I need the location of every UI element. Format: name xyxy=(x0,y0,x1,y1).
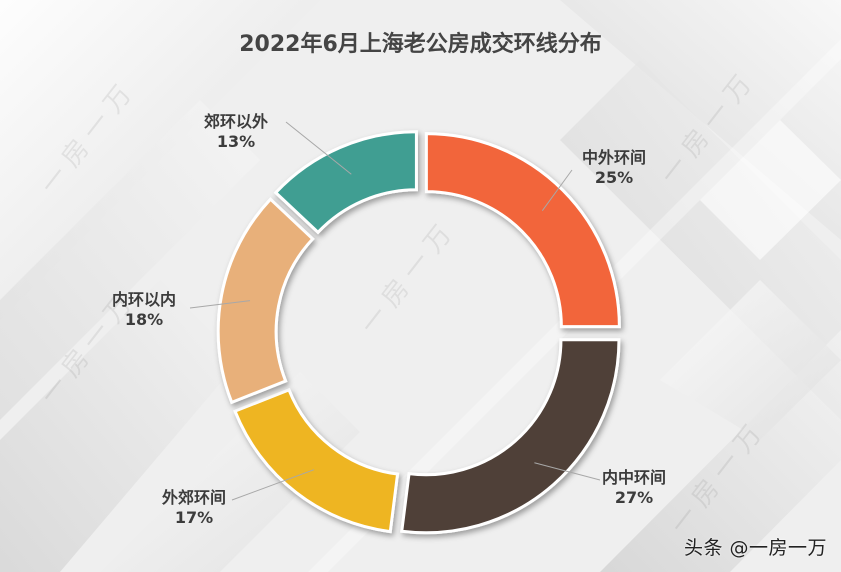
label-category: 中外环间 xyxy=(582,148,647,167)
chart-title: 2022年6月上海老公房成交环线分布 xyxy=(239,32,602,57)
label-category: 内中环间 xyxy=(602,468,667,487)
label-percent: 27% xyxy=(614,488,654,507)
label-category: 外郊环间 xyxy=(162,488,227,507)
leader-line xyxy=(189,300,251,309)
data-label-jiaohuan: 郊环以外 13% xyxy=(204,112,268,152)
leader-line xyxy=(541,169,573,211)
data-label-neihuan: 内环以内 18% xyxy=(112,290,176,330)
slice-neihuan xyxy=(216,197,315,405)
leader-line xyxy=(231,469,315,501)
data-label-zhongwai: 中外环间 25% xyxy=(582,148,646,188)
label-percent: 25% xyxy=(594,168,634,187)
slice-jiaohuan xyxy=(273,130,418,235)
label-percent: 17% xyxy=(174,508,214,527)
label-category: 郊环以外 xyxy=(204,112,269,131)
leader-line xyxy=(534,462,601,481)
data-label-neizhong: 内中环间 27% xyxy=(602,468,666,508)
label-percent: 18% xyxy=(124,310,164,329)
source-watermark: 头条 @一房一万 xyxy=(683,537,827,559)
label-percent: 13% xyxy=(216,132,256,151)
slice-waijiao xyxy=(233,387,400,534)
slice-neizhong xyxy=(400,338,621,535)
slice-zhongwai xyxy=(424,132,621,329)
leader-line xyxy=(285,121,352,175)
label-category: 内环以内 xyxy=(112,290,177,309)
data-label-waijiao: 外郊环间 17% xyxy=(162,488,226,528)
